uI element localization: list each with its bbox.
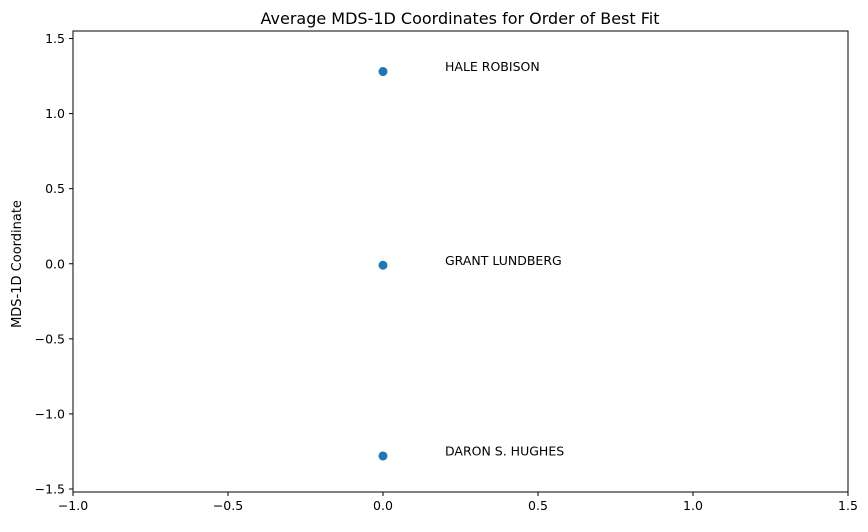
y-tick-label: 0.0 [45, 256, 65, 271]
x-tick-label: −1.0 [58, 498, 88, 513]
data-point [378, 451, 388, 461]
y-tick-label: −1.0 [35, 406, 65, 421]
plot-area: −1.0 −0.5 0.0 0.5 1.0 1.5 −1.5 −1.0 −0.5 0.0 0.5 1.… [35, 30, 858, 513]
x-tick-label: 1.0 [683, 498, 703, 513]
plot-frame [72, 30, 849, 493]
point-label: GRANT LUNDBERG [445, 253, 562, 268]
x-tick-label: 0.0 [373, 498, 393, 513]
x-tick-label: −0.5 [213, 498, 243, 513]
y-tick-label: 1.0 [45, 106, 65, 121]
point-label: DARON S. HUGHES [445, 443, 564, 458]
x-tick-label: 1.5 [838, 498, 858, 513]
point-label: HALE ROBISON [445, 59, 540, 74]
data-point [378, 260, 388, 270]
data-point [378, 67, 388, 77]
y-tick-label: −1.5 [35, 481, 65, 496]
y-tick-label: −0.5 [35, 331, 65, 346]
chart-title: Average MDS-1D Coordinates for Order of … [261, 9, 660, 28]
x-tick-label: 0.5 [528, 498, 548, 513]
y-axis-label: MDS-1D Coordinate [10, 200, 25, 328]
y-tick-label: 1.5 [45, 31, 65, 46]
y-tick-label: 0.5 [45, 181, 65, 196]
